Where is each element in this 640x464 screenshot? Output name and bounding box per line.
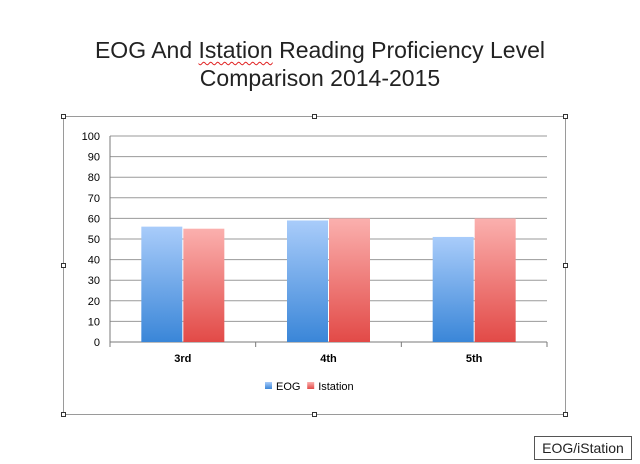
resize-handle-bottom-center[interactable] [312,412,317,417]
legend-swatch-istation [307,382,315,389]
legend-label-eog: EOG [276,381,300,393]
bar-istation-5th [474,218,516,342]
y-tick-label: 10 [88,316,100,328]
resize-handle-bottom-left[interactable] [61,412,66,417]
bar-istation-4th [329,218,370,342]
resize-handle-bottom-right[interactable] [563,412,568,417]
legend-label-istation: Istation [318,381,353,393]
bar-eog-3rd [141,226,183,342]
x-category-label: 5th [466,353,483,365]
x-category-label: 3rd [174,353,191,365]
y-tick-label: 90 [88,152,100,164]
bar-istation-3rd [183,228,225,342]
y-tick-label: 100 [82,131,100,143]
resize-handle-top-center[interactable] [312,114,317,119]
chart-frame[interactable]: 0 10 20 30 40 50 60 70 80 90 100 3rd 4th 5th EOG Istati… [63,116,566,415]
legend-swatch-eog [265,382,272,389]
bar-eog-4th [287,220,328,342]
y-tick-label: 50 [88,234,100,246]
y-tick-label: 60 [88,213,100,225]
title-prefix: EOG And [94,37,199,63]
title-suffix: Reading Proficiency Level [272,37,546,63]
title-spellcheck-word: Istation [198,37,273,63]
resize-handle-top-right[interactable] [563,114,568,119]
source-label: EOG/iStation [534,436,632,460]
bar-eog-5th [432,236,474,342]
title-line-2: Comparison 2014-2015 [199,65,441,91]
y-tick-label: 0 [94,337,100,349]
y-tick-label: 20 [88,296,100,308]
y-tick-label: 40 [88,255,100,267]
x-category-label: 4th [320,353,337,365]
y-tick-label: 70 [88,193,100,205]
y-tick-label: 30 [88,275,100,287]
resize-handle-top-left[interactable] [61,114,66,119]
resize-handle-middle-right[interactable] [563,263,568,268]
resize-handle-middle-left[interactable] [61,263,66,268]
bar-chart: 0 10 20 30 40 50 60 70 80 90 100 3rd 4th 5th EOG Istati… [82,131,548,393]
y-tick-label: 80 [88,172,100,184]
slide-title: EOG And Istation Reading Proficiency Lev… [0,36,640,92]
